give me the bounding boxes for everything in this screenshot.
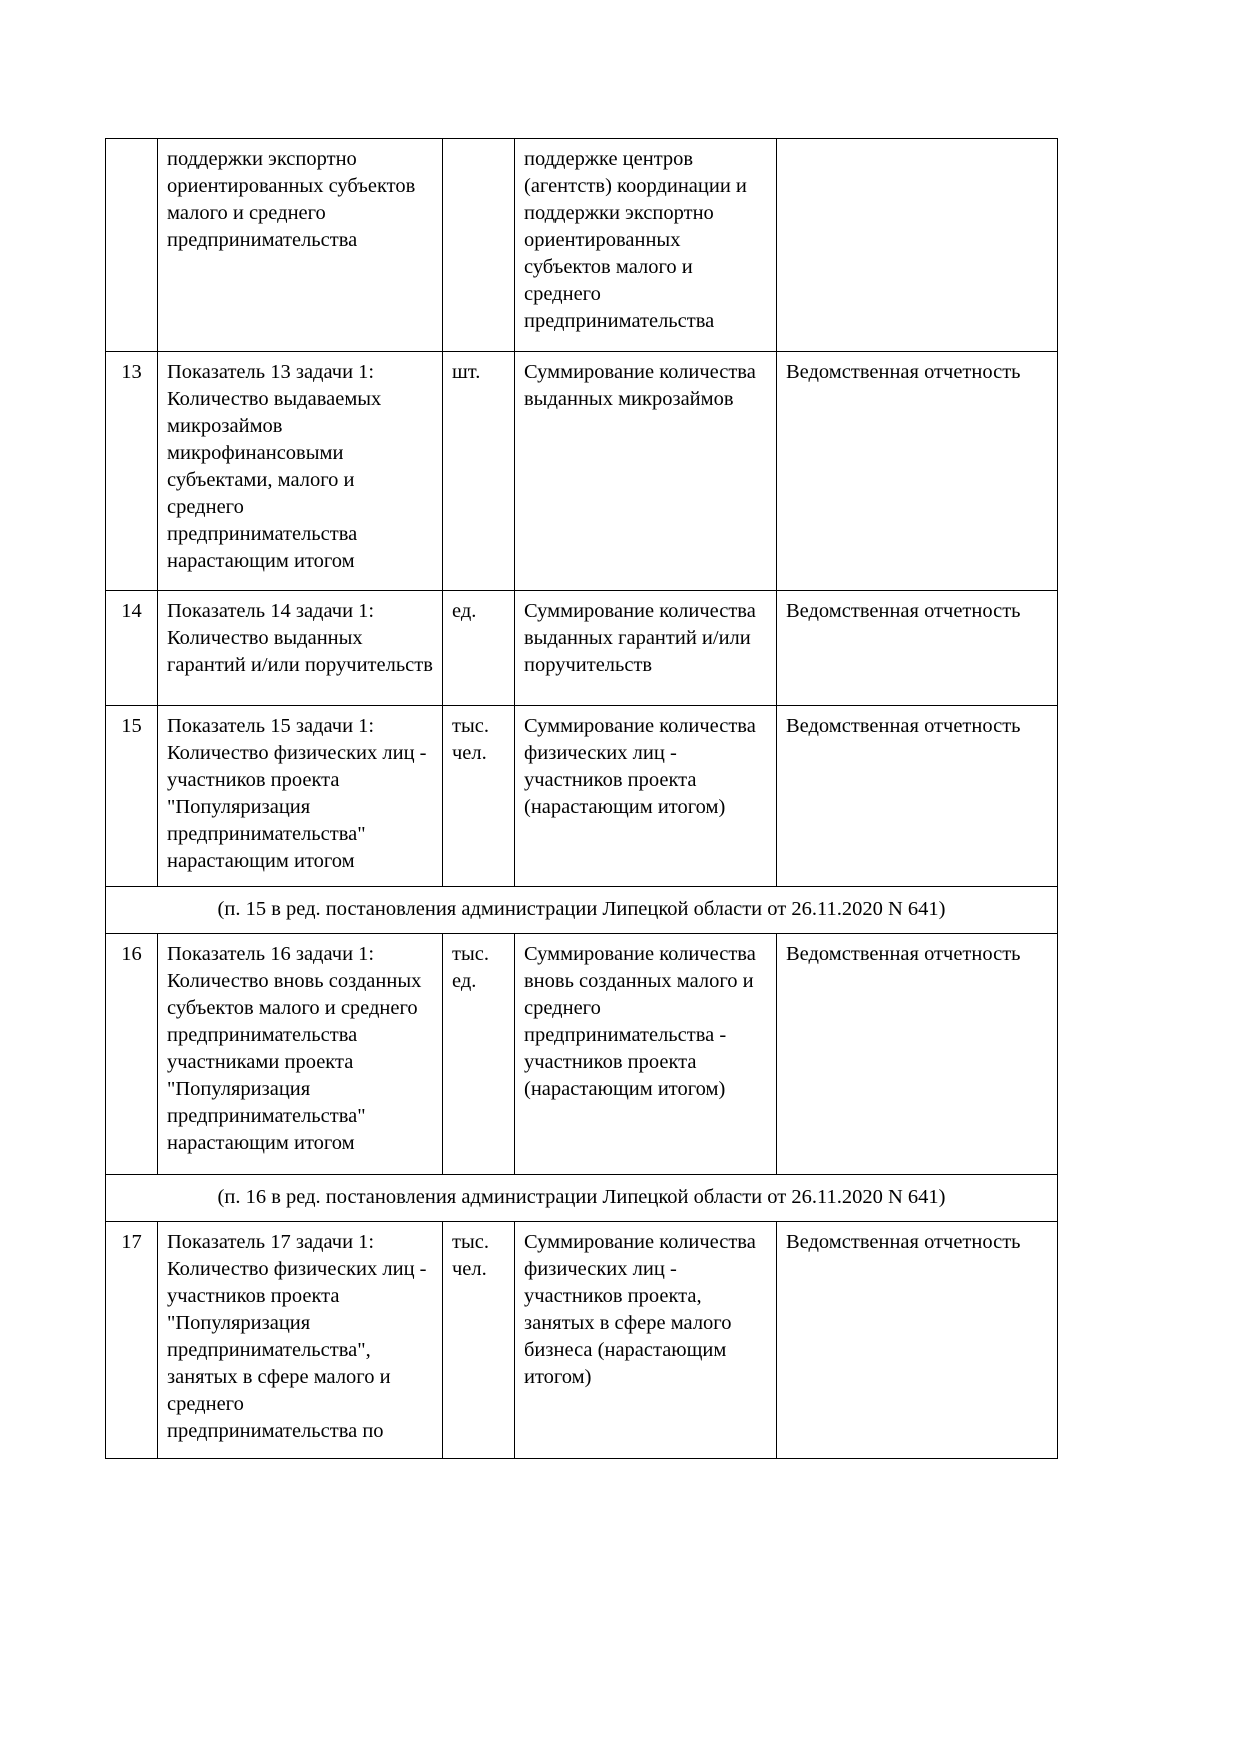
- amendment-note: (п. 16 в ред. постановления администраци…: [105, 1173, 1058, 1222]
- indicator-name-cell: Показатель 16 задачи 1: Количество вновь…: [157, 932, 443, 1175]
- table-body: поддержки экспортно ориентированных субъ…: [105, 138, 1058, 1459]
- amendment-note: (п. 15 в ред. постановления администраци…: [105, 886, 1058, 934]
- table-row: 15 Показатель 15 задачи 1: Количество фи…: [105, 705, 1058, 887]
- source-cell: Ведомственная отчетность: [776, 590, 1058, 706]
- method-cell: поддержке центров (агентств) координации…: [514, 138, 777, 352]
- indicator-name-cell: Показатель 14 задачи 1: Количество выдан…: [157, 590, 443, 706]
- method-cell: Суммирование количества выданных гаранти…: [514, 590, 777, 706]
- indicator-name-cell: поддержки экспортно ориентированных субъ…: [157, 138, 443, 352]
- indicator-name-cell: Показатель 13 задачи 1: Количество выдав…: [157, 351, 443, 591]
- indicator-name-cell: Показатель 15 задачи 1: Количество физич…: [157, 705, 443, 887]
- table-row: 17 Показатель 17 задачи 1: Количество фи…: [105, 1220, 1058, 1459]
- indicators-table: поддержки экспортно ориентированных субъ…: [105, 138, 1058, 1459]
- table-row: поддержки экспортно ориентированных субъ…: [105, 138, 1058, 352]
- row-number-cell: 17: [105, 1220, 158, 1459]
- method-cell: Суммирование количества физических лиц -…: [514, 705, 777, 887]
- method-cell: Суммирование количества вновь созданных …: [514, 932, 777, 1175]
- row-number-cell: 13: [105, 351, 158, 591]
- table-row: 16 Показатель 16 задачи 1: Количество вн…: [105, 932, 1058, 1175]
- indicator-name-cell: Показатель 17 задачи 1: Количество физич…: [157, 1220, 443, 1459]
- unit-cell: [442, 138, 515, 352]
- row-number-cell: 16: [105, 932, 158, 1175]
- row-number-cell: 14: [105, 590, 158, 706]
- source-cell: Ведомственная отчетность: [776, 705, 1058, 887]
- unit-cell: тыс. чел.: [442, 1220, 515, 1459]
- row-number-cell: [105, 138, 158, 352]
- table-note-row: (п. 16 в ред. постановления администраци…: [105, 1173, 1058, 1222]
- unit-cell: тыс. ед.: [442, 932, 515, 1175]
- method-cell: Суммирование количества выданных микроза…: [514, 351, 777, 591]
- unit-cell: ед.: [442, 590, 515, 706]
- row-number-cell: 15: [105, 705, 158, 887]
- unit-cell: тыс. чел.: [442, 705, 515, 887]
- unit-cell: шт.: [442, 351, 515, 591]
- source-cell: Ведомственная отчетность: [776, 351, 1058, 591]
- source-cell: Ведомственная отчетность: [776, 932, 1058, 1175]
- source-cell: Ведомственная отчетность: [776, 1220, 1058, 1459]
- table-note-row: (п. 15 в ред. постановления администраци…: [105, 886, 1058, 934]
- method-cell: Суммирование количества физических лиц -…: [514, 1220, 777, 1459]
- table-row: 13 Показатель 13 задачи 1: Количество вы…: [105, 351, 1058, 591]
- table-row: 14 Показатель 14 задачи 1: Количество вы…: [105, 590, 1058, 706]
- source-cell: [776, 138, 1058, 352]
